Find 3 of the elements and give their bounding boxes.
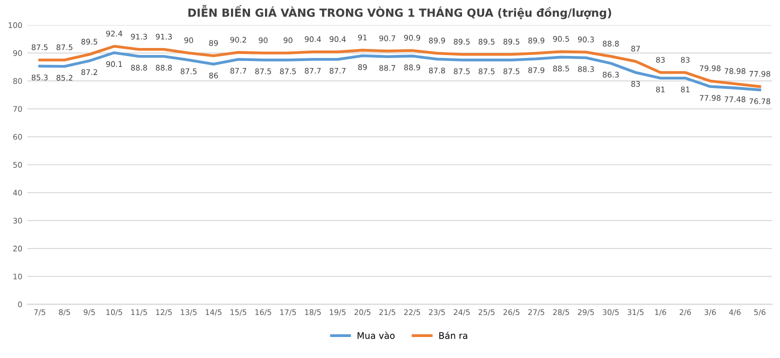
chart-title: DIỄN BIẾN GIÁ VÀNG TRONG VÒNG 1 THÁNG QUA (triệu đồng/lượng) <box>188 4 612 20</box>
legend-label: Mua vào <box>358 332 395 339</box>
legend-label: Bán ra <box>439 332 468 339</box>
